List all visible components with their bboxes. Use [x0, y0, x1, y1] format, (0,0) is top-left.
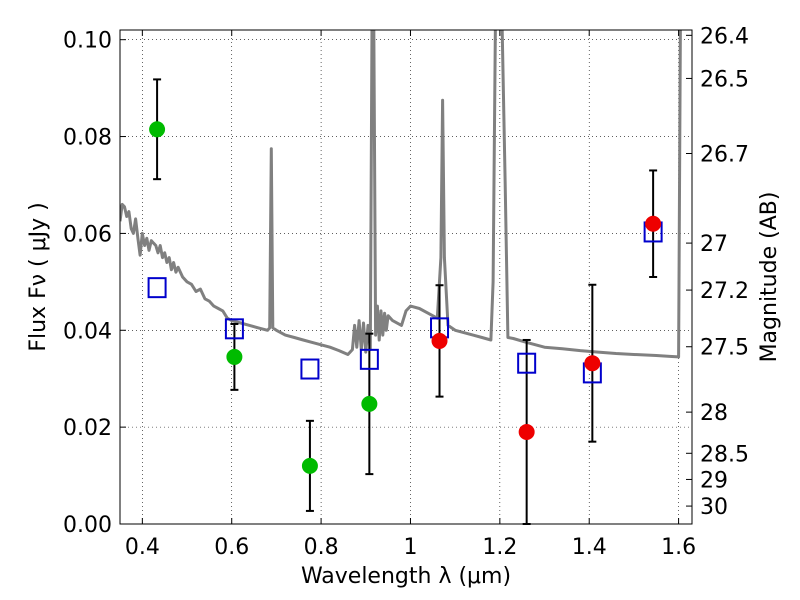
tick-labels: 0.4 0.6 0.8 1 1.2 1.4 1.6 0.00 0.02 0.04 0.06 0.08 0…: [63, 24, 749, 560]
right-tick-label: 28.5: [700, 442, 749, 467]
markers: [147, 78, 663, 525]
data-point: [431, 332, 448, 349]
y-tick-label: 0.10: [63, 29, 112, 54]
x-tick-label: 0.4: [125, 535, 160, 560]
right-tick-label: 26.4: [700, 24, 749, 49]
x-tick-label: 1.6: [661, 535, 696, 560]
data-point: [226, 348, 243, 365]
data-point: [361, 395, 378, 412]
y-tick-label: 0.02: [63, 416, 112, 441]
data-point: [645, 215, 662, 232]
x-tick-label: 1.4: [572, 535, 607, 560]
right-tick-label: 28: [700, 401, 728, 426]
x-axis-title: Wavelength λ (μm): [301, 564, 511, 589]
model-square-marker: [224, 318, 244, 340]
model-square-marker: [359, 348, 379, 370]
y-tick-label: 0.08: [63, 126, 112, 151]
right-tick-label: 27: [700, 232, 728, 257]
x-tick-label: 1: [403, 535, 417, 560]
plot-area: [120, 30, 682, 359]
x-tick-label: 1.2: [482, 535, 517, 560]
right-tick-label: 26.7: [700, 143, 749, 168]
model-square-marker: [147, 277, 167, 299]
right-tick-label: 27.2: [700, 279, 749, 304]
y-tick-label: 0.04: [63, 319, 112, 344]
ticks: [120, 30, 692, 525]
data-point: [301, 457, 318, 474]
right-tick-label: 29: [700, 468, 728, 493]
right-tick-label: 30: [700, 495, 728, 520]
right-tick-label: 26.5: [700, 67, 749, 92]
x-tick-label: 0.6: [214, 535, 249, 560]
y-axis-title: Flux Fν ( μJy ): [26, 202, 51, 351]
right-axis-title: Magnitude (AB): [757, 192, 782, 363]
model-square-marker: [300, 358, 320, 380]
template-spectrum-line: [120, 30, 682, 359]
y-tick-label: 0.00: [63, 513, 112, 538]
data-point: [518, 423, 535, 440]
y-tick-label: 0.06: [63, 222, 112, 247]
model-square-marker: [517, 352, 537, 374]
right-tick-label: 27.5: [700, 336, 749, 361]
x-tick-label: 0.8: [304, 535, 339, 560]
data-point: [149, 121, 166, 138]
plot-background: [120, 30, 692, 524]
data-point: [584, 355, 601, 372]
plot-frame: [119, 29, 693, 525]
